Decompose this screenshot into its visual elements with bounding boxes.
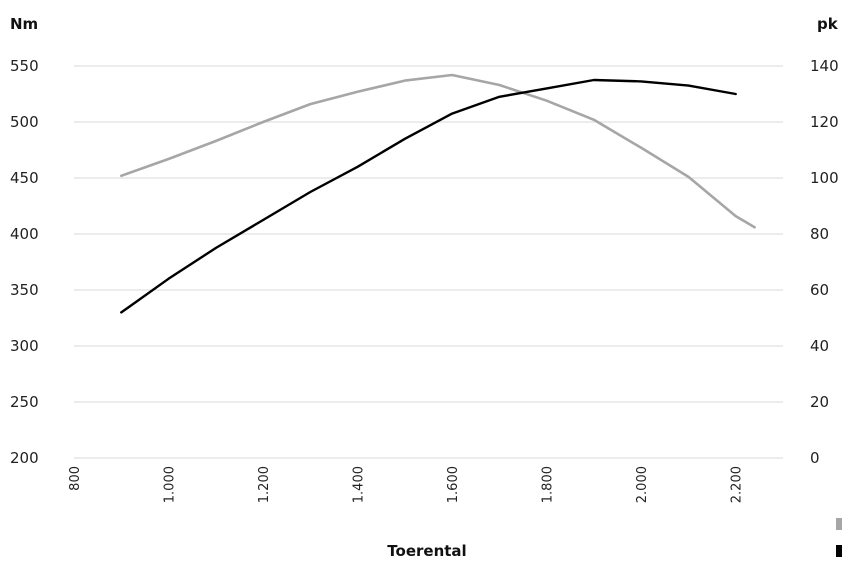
legend [836, 518, 842, 557]
right-tick-label: 120 [810, 113, 839, 131]
grid-lines [74, 65, 783, 459]
legend-swatch-1 [836, 518, 842, 530]
x-tick-label: 1.000 [163, 466, 178, 503]
right-axis-ticks: 0 20 40 60 80 100 120 140 [810, 57, 839, 467]
right-tick-label: 140 [810, 57, 839, 75]
series-line-2 [120, 78, 737, 314]
right-tick-label: 80 [810, 225, 829, 243]
left-tick-label: 500 [10, 113, 39, 131]
right-tick-label: 0 [810, 449, 820, 467]
x-tick-label: 1.600 [446, 466, 461, 503]
x-tick-label: 2.200 [730, 466, 745, 503]
legend-swatch-2 [836, 545, 842, 557]
left-tick-label: 550 [10, 57, 39, 75]
left-tick-label: 400 [10, 225, 39, 243]
left-axis-unit: Nm [10, 15, 38, 33]
left-tick-label: 450 [10, 169, 39, 187]
left-tick-label: 300 [10, 337, 39, 355]
right-tick-label: 100 [810, 169, 839, 187]
left-axis-ticks: 200 250 300 350 400 450 500 550 [10, 57, 39, 467]
left-tick-label: 200 [10, 449, 39, 467]
right-axis-unit: pk [817, 15, 839, 33]
series-lines [120, 73, 756, 314]
x-axis-ticks: 800 1.000 1.200 1.400 1.600 1.800 2.000 2.200 [68, 466, 745, 503]
left-tick-label: 250 [10, 393, 39, 411]
x-tick-label: 1.400 [352, 466, 367, 503]
x-tick-label: 2.000 [635, 466, 650, 503]
right-tick-label: 60 [810, 281, 829, 299]
x-tick-label: 1.800 [541, 466, 556, 503]
x-tick-label: 800 [68, 466, 83, 491]
right-tick-label: 40 [810, 337, 829, 355]
series-line-1 [120, 73, 756, 229]
x-axis-label: Toerental [387, 542, 466, 560]
right-tick-label: 20 [810, 393, 829, 411]
left-tick-label: 350 [10, 281, 39, 299]
x-tick-label: 1.200 [257, 466, 272, 503]
